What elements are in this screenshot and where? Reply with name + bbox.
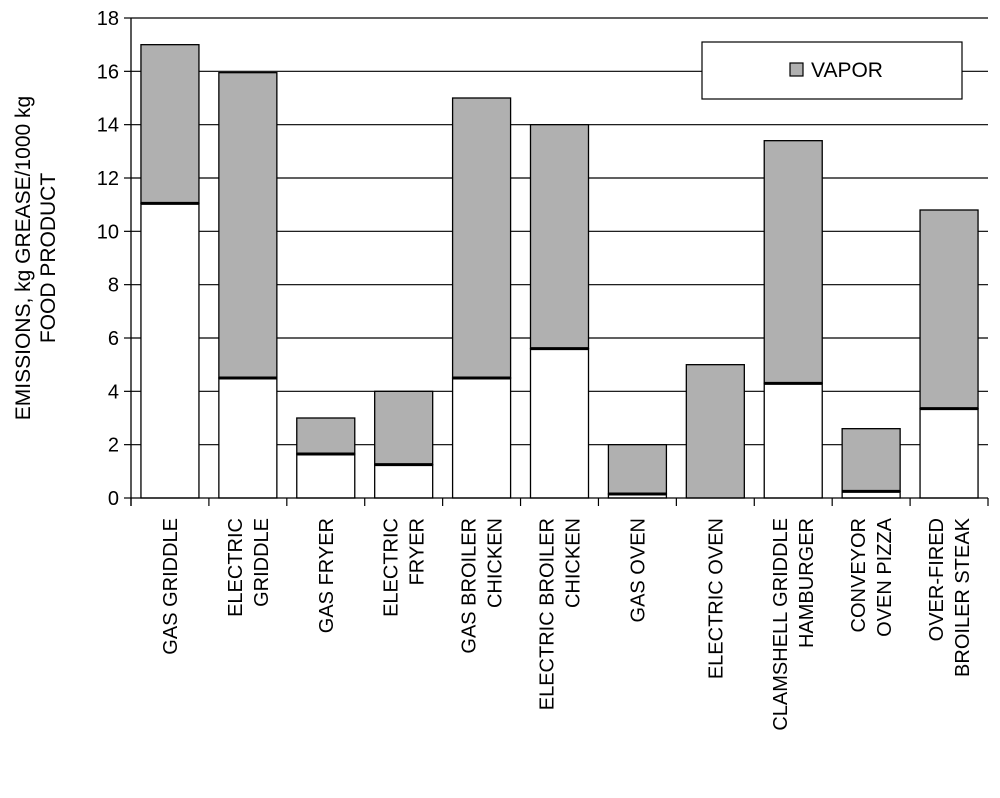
category-label: GAS BROILER CHICKEN xyxy=(459,518,507,654)
category-labels: GAS GRIDDLE ELECTRIC GRIDDLE GAS FRYER ELECT… xyxy=(160,517,974,730)
base-bar-segment xyxy=(296,453,356,499)
category-label-line: OVEN PIZZA xyxy=(874,517,896,637)
vapor-bar-segment xyxy=(841,428,901,492)
y-tick-label: 12 xyxy=(97,168,119,190)
y-tick-label: 4 xyxy=(108,381,119,403)
category-label-line: FRYER xyxy=(407,518,429,585)
y-tick-label: 2 xyxy=(108,435,119,457)
category-label-line: CHICKEN xyxy=(485,518,507,608)
vapor-bar-segment xyxy=(374,390,434,466)
category-label-line: OVER-FIRED xyxy=(926,518,948,641)
category-label: CONVEYOR OVEN PIZZA xyxy=(848,517,896,637)
y-tick-label: 18 xyxy=(97,8,119,30)
vapor-bar-segment xyxy=(451,97,512,379)
y-tick-label: 6 xyxy=(108,328,119,350)
category-label: ELECTRIC FRYER xyxy=(381,518,429,617)
category-label: GAS FRYER xyxy=(316,518,338,633)
vapor-bar-segment xyxy=(763,140,823,384)
y-axis-label-line: FOOD PRODUCT xyxy=(37,173,60,344)
category-label: GAS GRIDDLE xyxy=(160,518,182,655)
base-bar-segment xyxy=(529,348,590,499)
y-axis-label: EMISSIONS, kg GREASE/1000 kgFOOD PRODUCT xyxy=(12,96,60,420)
vapor-bar-segment xyxy=(296,417,356,455)
category-label: ELECTRIC OVEN xyxy=(705,518,727,679)
y-tick-label: 10 xyxy=(97,221,119,243)
category-label: ELECTRIC BROILER CHICKEN xyxy=(537,518,585,710)
vapor-bar-segment xyxy=(685,364,745,499)
vapor-bar-segment xyxy=(919,209,979,410)
vapor-bar-segment xyxy=(218,72,278,379)
category-label: OVER-FIRED BROILER STEAK xyxy=(926,517,974,677)
vapor-bar-segment xyxy=(607,444,668,495)
category-label: CLAMSHELL GRIDDLE HAMBURGER xyxy=(770,518,818,731)
base-bar-segment xyxy=(919,408,979,499)
vapor-bar-segment xyxy=(529,124,590,350)
y-tick-label: 14 xyxy=(97,115,119,137)
bars xyxy=(140,44,979,499)
axes xyxy=(124,17,989,506)
vapor-bar-segment xyxy=(140,44,200,204)
base-bar-segment xyxy=(374,464,434,499)
y-tick-labels: 0 2 4 6 8 10 12 14 16 18 xyxy=(97,8,119,510)
category-label-line: CLAMSHELL GRIDDLE xyxy=(770,518,792,731)
category-label-line: GRIDDLE xyxy=(251,518,273,607)
category-label-line: GAS BROILER xyxy=(459,518,481,654)
y-tick-label: 0 xyxy=(108,488,119,510)
legend-swatch-vapor xyxy=(789,62,804,77)
category-label-line: GAS GRIDDLE xyxy=(160,518,182,655)
base-bar-segment xyxy=(763,382,823,499)
legend-box xyxy=(701,41,963,100)
y-tick-label: 8 xyxy=(108,275,119,297)
base-bar-segment xyxy=(140,202,200,499)
category-label-line: ELECTRIC OVEN xyxy=(705,518,727,679)
base-bar-segment xyxy=(451,377,512,499)
base-bar-segment xyxy=(218,377,278,499)
category-label-line: CONVEYOR xyxy=(848,518,870,632)
category-label-line: HAMBURGER xyxy=(796,518,818,648)
category-label-line: ELECTRIC BROILER xyxy=(537,518,559,710)
category-label-line: GAS FRYER xyxy=(316,518,338,633)
legend-label-vapor: VAPOR xyxy=(811,59,883,82)
category-label: ELECTRIC GRIDDLE xyxy=(225,518,273,617)
legend: VAPOR xyxy=(701,41,963,100)
category-label-line: CHICKEN xyxy=(563,518,585,608)
category-label-line: ELECTRIC xyxy=(225,518,247,617)
category-label-line: GAS OVEN xyxy=(627,518,649,622)
y-tick-label: 16 xyxy=(97,61,119,83)
category-label-line: BROILER STEAK xyxy=(952,517,974,677)
category-label-line: ELECTRIC xyxy=(381,518,403,617)
y-axis-label-line: EMISSIONS, kg GREASE/1000 kg xyxy=(12,96,35,420)
category-label: GAS OVEN xyxy=(627,518,649,622)
